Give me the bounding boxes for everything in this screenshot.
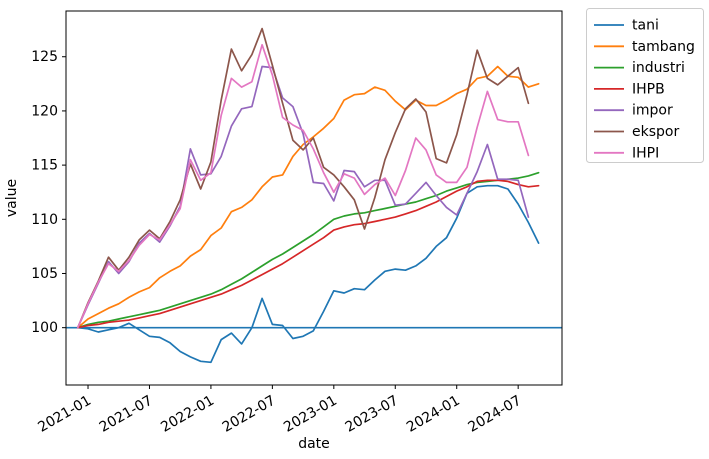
x-tick-label: 2024-07: [466, 393, 525, 436]
x-tick-label: 2021-07: [97, 393, 156, 436]
legend-item-IHPB: IHPB: [594, 81, 665, 97]
legend-label: ekspor: [632, 124, 679, 140]
legend-item-impor: impor: [594, 103, 673, 119]
plot-area: [66, 27, 562, 364]
legend-label: tani: [632, 18, 659, 34]
x-axis-label: date: [298, 436, 330, 452]
series-line-IHPB: [76, 179, 540, 329]
series-line-tambang: [76, 65, 540, 329]
plot-border: [65, 10, 563, 386]
series-line-IHPI: [76, 43, 530, 329]
x-tick-label: 2023-07: [343, 393, 402, 436]
legend-label: impor: [632, 103, 673, 119]
y-tick-label: 110: [31, 212, 58, 228]
legend-item-tani: tani: [594, 18, 659, 34]
x-tick-label: 2023-01: [281, 393, 340, 436]
legend-item-industri: industri: [594, 60, 685, 76]
y-tick-label: 115: [31, 158, 58, 174]
series-line-industri: [76, 171, 540, 329]
x-tick-label: 2022-01: [158, 393, 217, 436]
x-tick-label: 2022-07: [220, 393, 279, 436]
legend-label: industri: [632, 60, 685, 76]
legend: tani tambang industri IHPB impor ekspor IHPI: [586, 8, 704, 163]
legend-label: IHPB: [632, 81, 665, 97]
y-axis-label: value: [4, 179, 20, 217]
legend-label: IHPI: [632, 145, 659, 161]
legend-item-ekspor: ekspor: [594, 124, 679, 140]
y-tick-label: 105: [31, 266, 58, 282]
legend-item-tambang: tambang: [594, 39, 695, 55]
x-tick-label: 2024-01: [404, 393, 463, 436]
legend-item-IHPI: IHPI: [594, 145, 659, 161]
y-tick-label: 125: [31, 49, 58, 65]
series-line-tani: [76, 184, 540, 364]
series-line-ekspor: [76, 27, 530, 329]
y-tick-label: 120: [31, 103, 58, 119]
y-tick-label: 100: [31, 320, 58, 336]
legend-label: tambang: [632, 39, 695, 55]
x-tick-label: 2021-01: [35, 393, 94, 436]
